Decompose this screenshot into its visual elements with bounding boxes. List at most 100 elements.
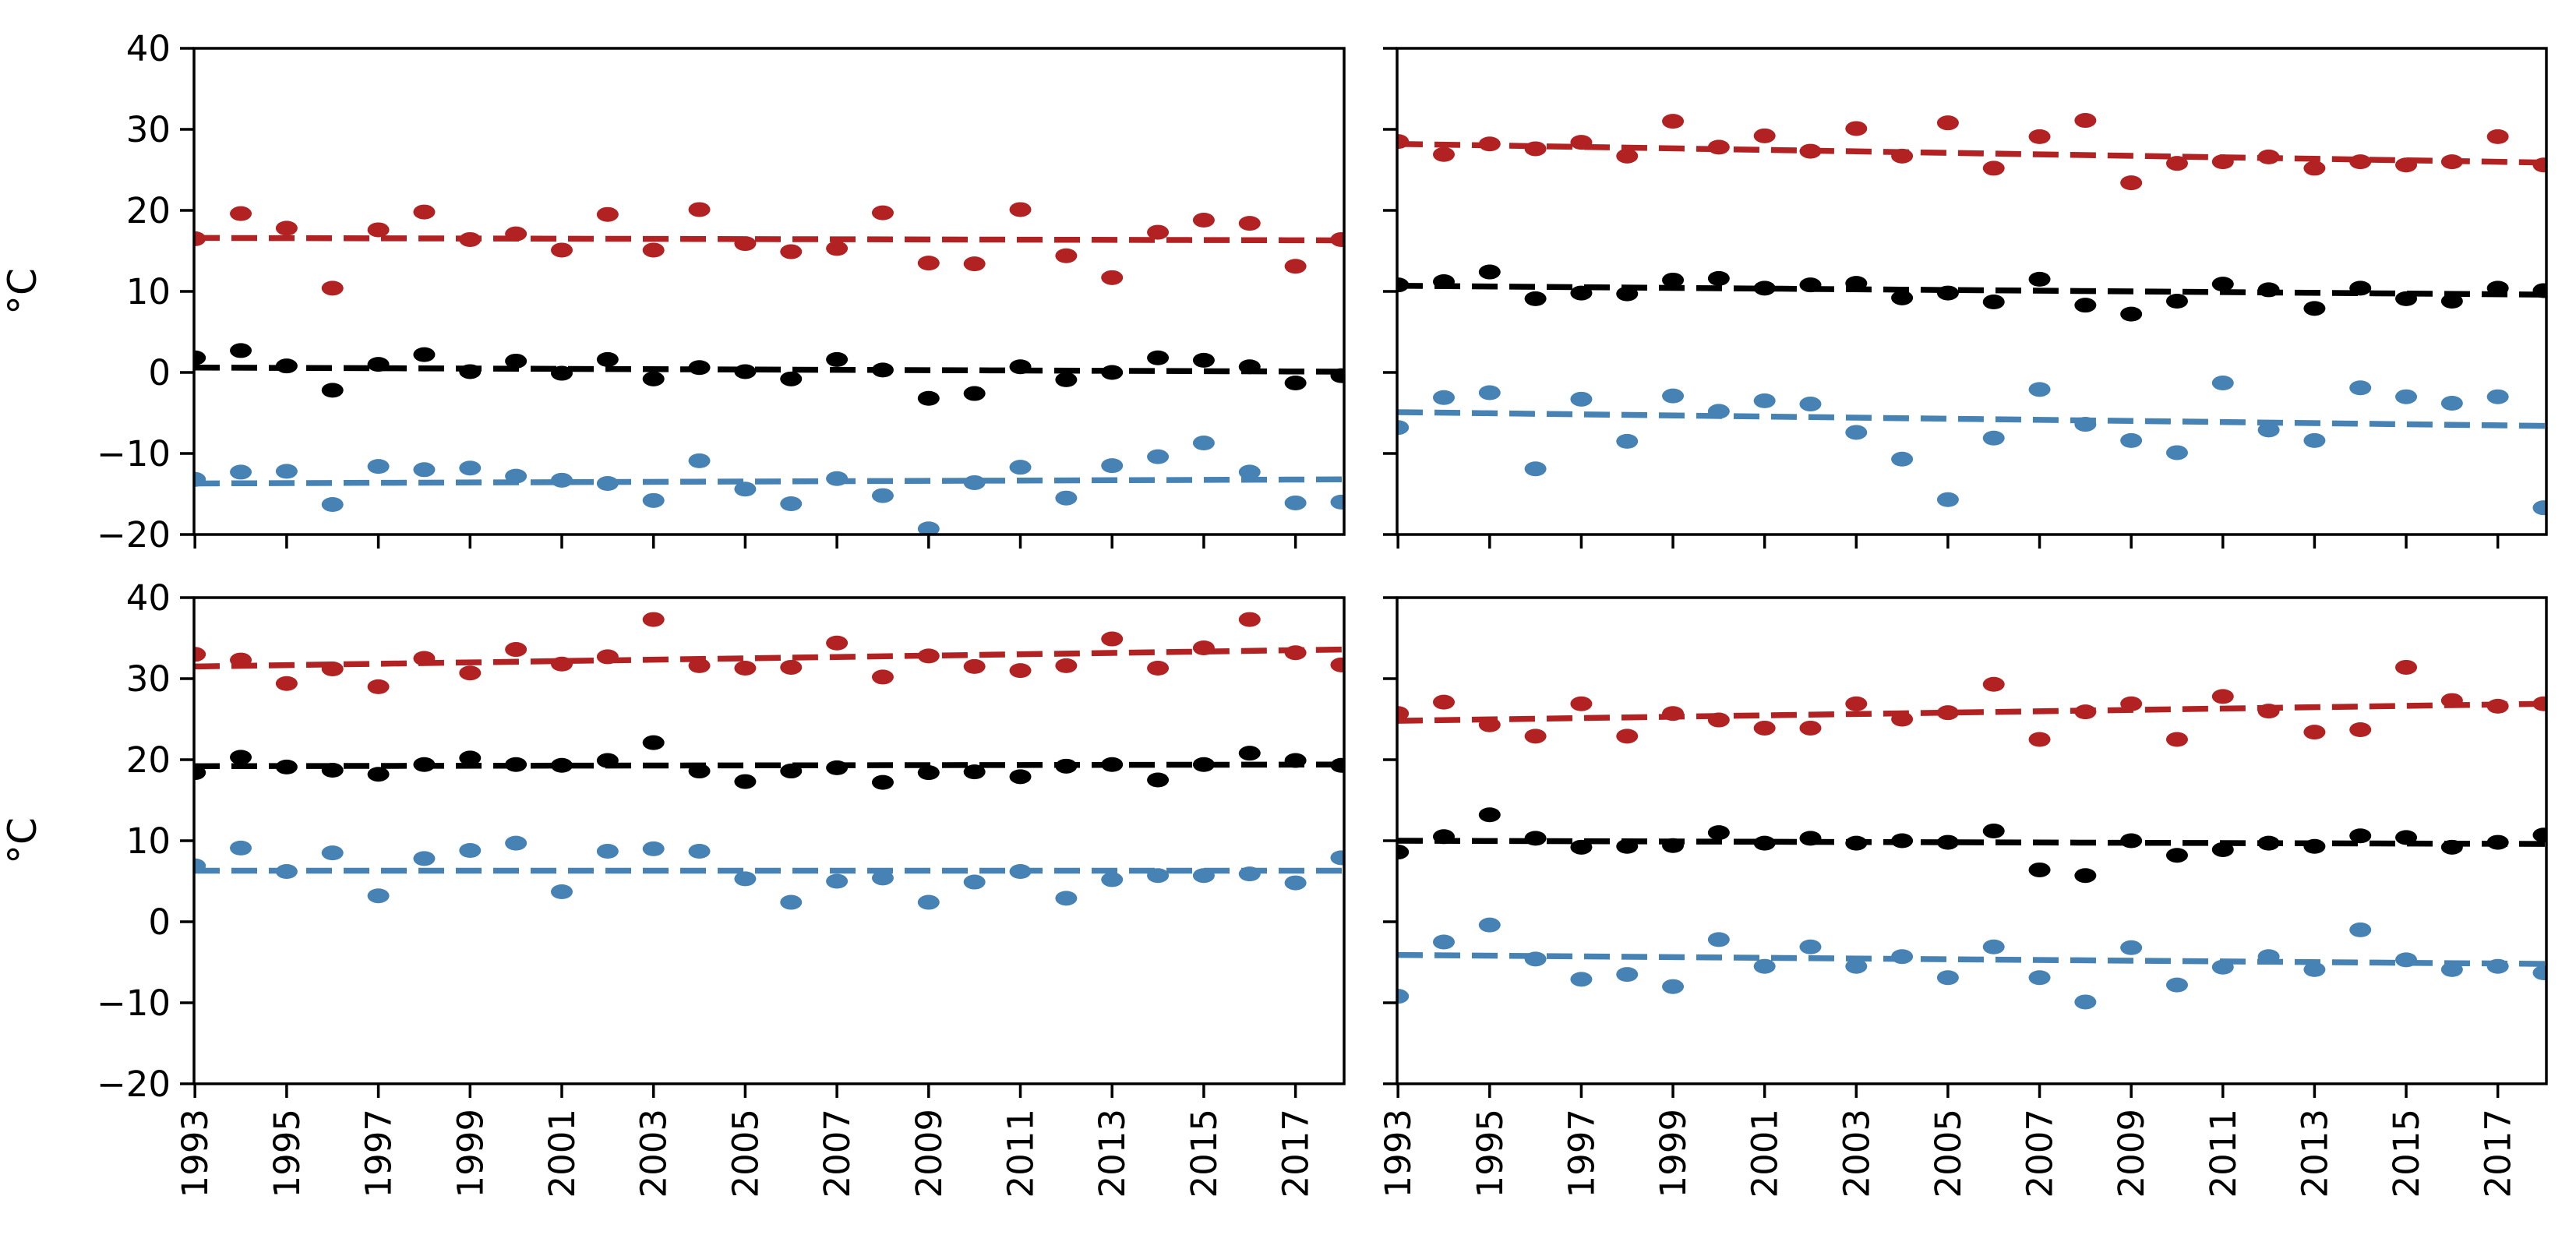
black-data-point: [505, 757, 528, 772]
blue-data-point: [367, 888, 390, 904]
red-data-point: [2211, 154, 2234, 170]
red-data-point: [2440, 693, 2463, 708]
black-series: [1397, 264, 2546, 322]
black-data-point: [871, 774, 894, 790]
blue-data-point: [2074, 994, 2097, 1010]
blue-data-point: [1397, 989, 1410, 1004]
red-data-point: [230, 206, 252, 221]
blue-data-point: [688, 844, 711, 859]
y-tick-label: 20: [126, 739, 171, 781]
black-data-point: [2395, 291, 2418, 306]
black-data-point: [1478, 264, 1501, 280]
red-data-point: [1753, 720, 1776, 736]
red-data-point: [194, 647, 206, 662]
blue-data-point: [780, 496, 803, 511]
blue-data-point: [871, 870, 894, 886]
x-tick-label: 1997: [1561, 1109, 1602, 1198]
x-tick-label: 2015: [2386, 1109, 2427, 1198]
x-tick-label: 2011: [1000, 1109, 1042, 1198]
black-data-point: [459, 364, 482, 379]
blue-data-point: [413, 462, 436, 478]
red-data-point: [1478, 136, 1501, 152]
blue-trend-line: [1397, 409, 2546, 429]
red-data-point: [734, 236, 757, 252]
red-data-point: [413, 204, 436, 220]
red-data-point: [2532, 157, 2546, 173]
blue-data-point: [2349, 922, 2372, 937]
blue-data-point: [275, 864, 298, 880]
blue-data-point: [1891, 451, 1914, 467]
red-series: [1397, 113, 2546, 191]
black-data-point: [963, 764, 986, 780]
black-data-point: [596, 351, 619, 367]
black-data-point: [1397, 277, 1410, 293]
red-data-point: [1284, 259, 1307, 274]
blue-data-point: [642, 492, 665, 508]
black-data-point: [2486, 834, 2509, 850]
black-data-point: [780, 764, 803, 779]
blue-data-point: [734, 482, 757, 497]
axis-ticks: [1383, 47, 2500, 549]
blue-data-point: [2028, 970, 2051, 986]
panel-bottom-right: 1993 1995 1997 1999 2001 2003 2005 2007 2009 2011…: [1378, 596, 2548, 1198]
red-data-point: [826, 241, 849, 256]
red-data-point: [2532, 696, 2546, 711]
blue-data-point: [2211, 376, 2234, 391]
black-data-point: [2303, 838, 2326, 854]
blue-data-point: [2532, 500, 2546, 516]
red-data-point: [1982, 676, 2005, 692]
blue-data-point: [1570, 391, 1593, 407]
red-data-point: [321, 280, 344, 296]
blue-data-point: [1330, 850, 1344, 866]
red-data-point: [2440, 154, 2463, 170]
red-data-point: [1936, 705, 1959, 721]
x-tick-label: 2015: [1184, 1109, 1225, 1198]
x-tick-label: 1993: [175, 1109, 216, 1198]
black-data-point: [2257, 835, 2280, 851]
red-data-point: [871, 669, 894, 685]
red-data-point: [550, 656, 573, 672]
red-data-point: [1478, 717, 1501, 732]
black-data-point: [321, 383, 344, 398]
red-data-point: [1891, 148, 1914, 164]
panel-frame: [1396, 596, 2548, 1085]
y-tick-label: −10: [97, 433, 171, 475]
black-data-point: [1330, 757, 1344, 773]
black-data-point: [2165, 848, 2188, 863]
x-tick-label: 2017: [1276, 1109, 1317, 1198]
blue-data-point: [917, 521, 940, 535]
red-data-point: [459, 231, 482, 247]
x-tick-label: 2001: [542, 1109, 583, 1198]
blue-data-point: [459, 842, 482, 858]
red-data-point: [780, 659, 803, 675]
red-data-point: [459, 665, 482, 681]
black-data-point: [2028, 271, 2051, 287]
red-data-point: [826, 635, 849, 651]
x-tick-label: 2001: [1745, 1109, 1786, 1198]
black-data-point: [2349, 828, 2372, 844]
blue-trend-line: [194, 476, 1344, 487]
black-series: [194, 735, 1344, 790]
y-tick-label: 40: [126, 28, 171, 69]
black-trend-line: [1397, 838, 2546, 847]
red-data-point: [2395, 157, 2418, 173]
red-data-point: [1192, 212, 1215, 228]
blue-data-point: [230, 840, 252, 856]
blue-data-point: [413, 851, 436, 866]
blue-data-point: [734, 871, 757, 887]
y-tick-label: −10: [97, 983, 171, 1024]
y-tick-label: 30: [126, 109, 171, 150]
red-data-point: [1009, 663, 1032, 679]
red-data-point: [1845, 121, 1868, 136]
red-data-point: [1009, 202, 1032, 217]
black-data-point: [1238, 746, 1261, 761]
blue-data-point: [194, 471, 206, 487]
black-data-point: [826, 760, 849, 775]
y-tick-label: −20: [97, 1064, 171, 1105]
blue-data-point: [1616, 967, 1639, 983]
blue-data-point: [1055, 891, 1078, 906]
blue-data-point: [2532, 965, 2546, 981]
red-data-point: [1707, 712, 1730, 728]
x-tick-label: 1999: [450, 1109, 491, 1198]
